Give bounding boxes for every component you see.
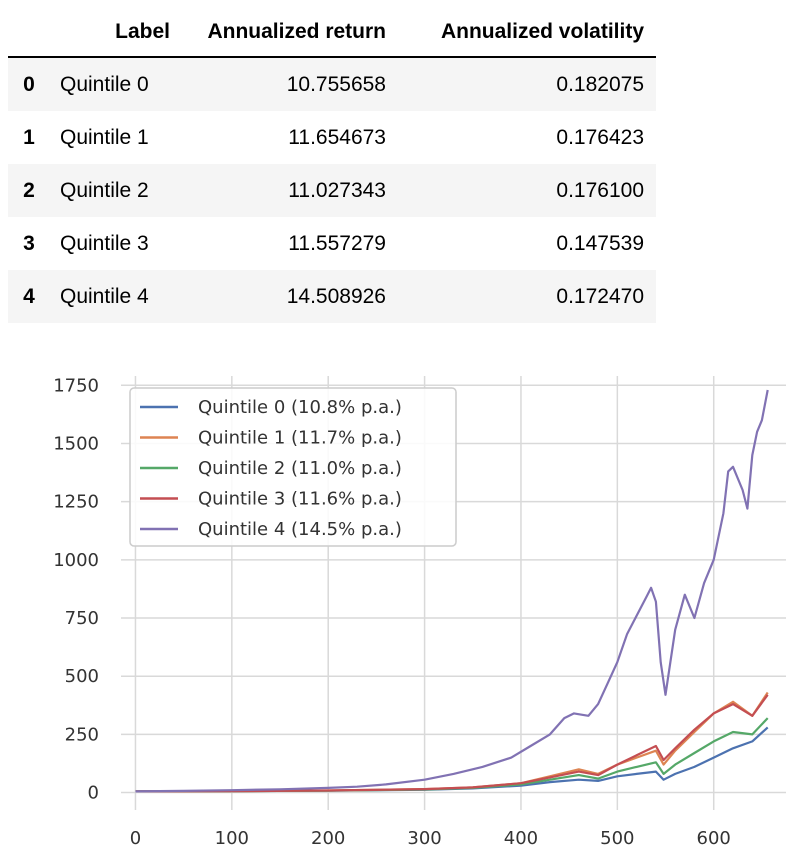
index-header [8,8,50,58]
table-header-row: Label Annualized return Annualized volat… [8,8,656,58]
cell-label: Quintile 1 [60,125,149,149]
row-index: 1 [23,125,35,149]
y-tick-label: 500 [65,666,99,687]
table-row: 0 Quintile 0 10.755658 0.182075 [8,57,656,111]
x-tick-label: 400 [504,828,538,849]
legend-label: Quintile 3 (11.6% p.a.) [198,489,402,510]
series-line [135,694,769,793]
cell-label: Quintile 3 [60,231,149,255]
cell-volatility: 0.172470 [556,284,644,308]
x-tick-label: 500 [600,828,634,849]
legend-box [129,387,457,547]
row-index: 2 [23,178,35,202]
x-tick-label: 200 [311,828,345,849]
table-row: 2 Quintile 2 11.027343 0.176100 [8,164,656,217]
cell-label: Quintile 2 [60,178,149,202]
table-row: 4 Quintile 4 14.508926 0.172470 [8,270,656,323]
row-index: 0 [23,72,35,96]
row-index: 3 [23,231,35,255]
y-tick-label: 1750 [53,375,99,396]
cell-label: Quintile 0 [60,72,149,96]
cell-volatility: 0.176100 [556,178,644,202]
cell-return: 10.755658 [286,72,386,96]
cell-return: 11.557279 [288,231,386,255]
cell-volatility: 0.147539 [556,231,644,255]
cumulative-return-chart: 0 100 200 300 400 500 600 0 250 500 750 1000 1250 150… [53,375,786,849]
cell-return: 14.508926 [286,284,386,308]
y-tick-label: 1000 [53,550,99,571]
results-table: Label Annualized return Annualized volat… [8,8,656,323]
x-tick-label: 300 [407,828,441,849]
table-row: 1 Quintile 1 11.654673 0.176423 [8,111,656,164]
x-tick-label: 100 [215,828,249,849]
y-tick-label: 0 [88,783,99,804]
cell-volatility: 0.176423 [556,125,644,149]
cell-volatility: 0.182075 [556,72,644,96]
cell-return: 11.654673 [288,125,386,149]
cell-label: Quintile 4 [60,284,149,308]
column-header-return: Annualized return [180,8,396,58]
cell-return: 11.027343 [288,178,386,202]
column-header-label: Label [50,8,180,58]
legend-label: Quintile 1 (11.7% p.a.) [198,428,402,449]
legend-label: Quintile 0 (10.8% p.a.) [198,397,402,418]
row-index: 4 [23,284,35,308]
legend-label: Quintile 2 (11.0% p.a.) [198,458,402,479]
y-tick-label: 750 [65,608,99,629]
column-header-volatility: Annualized volatility [396,8,656,58]
table-row: 3 Quintile 3 11.557279 0.147539 [8,217,656,270]
y-tick-label: 1500 [53,433,99,454]
series-line [135,389,769,793]
x-tick-label: 600 [697,828,731,849]
y-tick-label: 1250 [53,492,99,513]
x-tick-label: 0 [130,828,141,849]
y-tick-label: 250 [65,724,99,745]
legend-label: Quintile 4 (14.5% p.a.) [198,519,402,540]
